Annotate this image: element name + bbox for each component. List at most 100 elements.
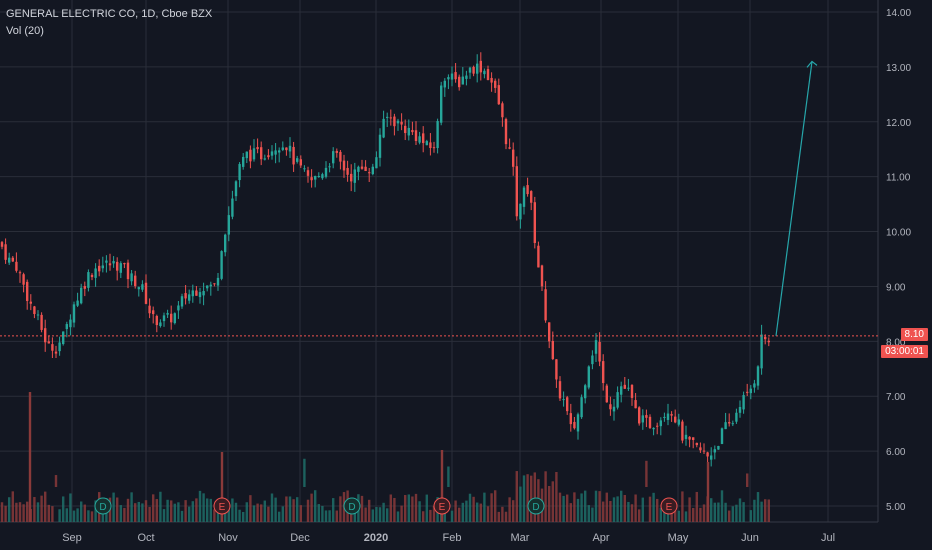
candle-body [47, 341, 50, 344]
volume-bar [54, 475, 58, 487]
x-tick-label: Apr [592, 532, 609, 544]
volume-bar [364, 507, 367, 522]
candle-body [533, 202, 536, 243]
candle-body [238, 164, 241, 181]
candle-body [580, 397, 583, 418]
candle-body [105, 260, 108, 263]
volume-bar [112, 492, 115, 522]
volume-bar [418, 501, 421, 522]
candle-body [418, 136, 421, 143]
candle-body [335, 150, 338, 153]
volume-bar [281, 506, 284, 522]
candle-body [454, 72, 457, 80]
volume-bar [22, 504, 25, 522]
volume-bar [558, 492, 562, 522]
candle-body [407, 127, 410, 136]
volume-bar [234, 502, 238, 522]
candle-body [11, 257, 14, 262]
candle-body [0, 242, 4, 247]
volume-bar [202, 493, 205, 522]
candle-body [544, 289, 547, 321]
volume-bar [749, 510, 752, 522]
candle-body [292, 146, 295, 165]
candle-body [389, 117, 392, 119]
volume-bar [195, 498, 198, 522]
volume-bar [274, 497, 277, 522]
candle-body [357, 166, 360, 172]
x-tick-label: 2020 [364, 532, 388, 544]
volume-bar [227, 504, 230, 522]
volume-bar [573, 492, 576, 522]
candle-body [717, 445, 720, 450]
candle-body [519, 203, 522, 220]
event-marker-E [433, 497, 451, 515]
candle-body [288, 145, 292, 152]
candle-body [51, 344, 54, 351]
event-marker-label: E [439, 502, 446, 513]
volume-bar [152, 494, 155, 522]
candle-body [414, 130, 418, 142]
volume-bar [620, 490, 623, 522]
volume-bar [587, 505, 590, 522]
volume-bar [569, 503, 572, 522]
candle-body [234, 181, 238, 197]
candle-body [274, 150, 277, 155]
volume-bar [425, 494, 428, 522]
volume-bar [36, 502, 40, 522]
volume-bar [663, 511, 666, 522]
volume-bar [623, 495, 626, 522]
candle-body [202, 291, 205, 296]
candle-body [551, 340, 554, 360]
candle-body [670, 414, 673, 416]
volume-bar [411, 496, 414, 522]
candle-body [465, 75, 468, 79]
volume-bar [62, 496, 65, 522]
volume-bar [699, 507, 702, 522]
event-marker-E [660, 497, 678, 515]
volume-bar [656, 498, 659, 522]
volume-bar [155, 499, 158, 522]
volume-bar [695, 491, 698, 522]
y-tick-label: 10.00 [886, 228, 911, 239]
volume-bar [717, 502, 720, 522]
volume-bar [263, 500, 266, 522]
candle-body [285, 147, 288, 151]
candle-body [674, 416, 677, 423]
candle-body [540, 265, 544, 287]
candle-body [677, 419, 680, 425]
candle-body [29, 301, 32, 304]
volume-bar [393, 497, 396, 522]
candle-body [256, 147, 259, 150]
candle-body [767, 340, 770, 343]
volume-bar [382, 502, 385, 522]
candle-body [371, 166, 374, 175]
candle-body [605, 385, 608, 403]
candle-body [108, 263, 112, 266]
volume-bar [645, 460, 648, 487]
volume-bar [548, 485, 551, 522]
candle-body [504, 119, 508, 145]
volume-bar [450, 510, 454, 522]
volume-bar [198, 490, 202, 522]
candle-body [22, 274, 25, 285]
candle-body [666, 413, 670, 420]
candle-body [692, 437, 695, 441]
volume-bar [0, 502, 4, 522]
candle-body [566, 397, 569, 412]
volume-bar [530, 475, 533, 522]
candle-body [472, 66, 475, 74]
candle-body [393, 116, 396, 127]
candle-body [227, 215, 230, 235]
candle-body [58, 342, 61, 352]
volume-bar [767, 499, 770, 522]
candle-body [278, 150, 281, 153]
volume-bar [627, 501, 630, 522]
candle-body [378, 134, 382, 158]
volume-bar [299, 505, 302, 522]
x-tick-label: Sep [62, 532, 82, 544]
candle-body [209, 284, 212, 287]
candle-body [749, 388, 752, 394]
candle-body [627, 387, 630, 389]
